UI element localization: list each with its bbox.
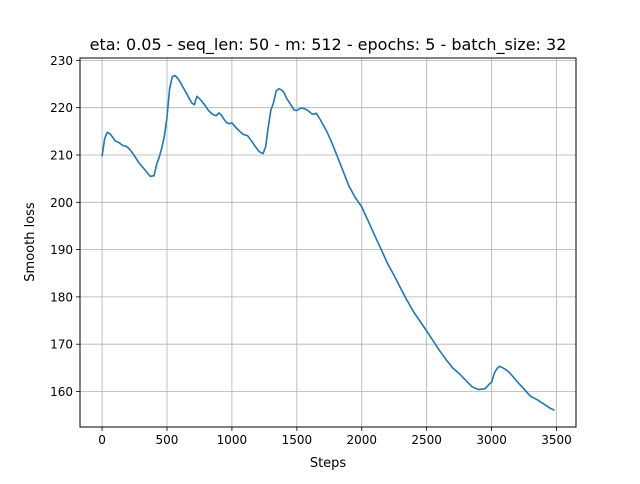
y-axis-label: Smooth loss [23, 202, 38, 282]
x-tick-label: 0 [98, 433, 106, 447]
y-tick-label: 160 [50, 385, 73, 399]
y-tick-label: 210 [50, 148, 73, 162]
x-tick-label: 2000 [346, 433, 377, 447]
y-tick-label: 190 [50, 243, 73, 257]
x-tick-label: 500 [156, 433, 179, 447]
x-tick-label: 3500 [541, 433, 572, 447]
x-tick-label: 1000 [217, 433, 248, 447]
x-axis: 0 500 1000 1500 2000 2500 3000 3500 [98, 427, 572, 447]
y-tick-label: 200 [50, 196, 73, 210]
y-tick-label: 220 [50, 101, 73, 115]
y-tick-label: 230 [50, 54, 73, 68]
x-tick-label: 1500 [282, 433, 313, 447]
grid [80, 58, 576, 427]
y-tick-label: 170 [50, 338, 73, 352]
y-axis: 160 170 180 190 200 210 220 230 [50, 54, 80, 399]
plot-frame [79, 57, 577, 428]
chart-title: eta: 0.05 - seq_len: 50 - m: 512 - epoch… [90, 35, 567, 55]
series-layer [101, 74, 555, 411]
x-tick-label: 2500 [411, 433, 442, 447]
y-tick-label: 180 [50, 290, 73, 304]
x-axis-label: Steps [310, 456, 347, 471]
series-line [101, 74, 555, 411]
x-tick-label: 3000 [476, 433, 507, 447]
